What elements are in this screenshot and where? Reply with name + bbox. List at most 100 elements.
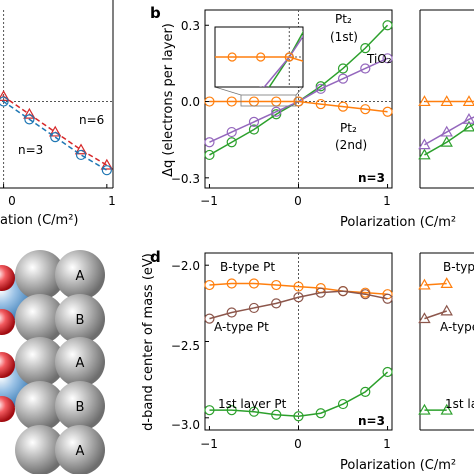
panel-b-right-series-2-point-0	[418, 95, 431, 107]
panel-b-zoom-connector-left	[214, 86, 242, 96]
panel-d-right-label-1st-layer: 1st la	[445, 397, 474, 411]
panel-d-ytick-0: −3.0	[171, 418, 200, 432]
panel-a-series-1-point-6	[50, 132, 61, 143]
panel-b-series-2-point-8	[382, 106, 393, 117]
panel-a-xtick-1: 1	[108, 194, 116, 208]
panel-b-zoom-region	[240, 94, 297, 107]
panel-d-series-2-point-0	[204, 405, 215, 416]
panel-d-xtick-1: 0	[294, 437, 302, 451]
panel-d-series-0-point-3	[271, 279, 282, 291]
panel-d-series-1-point-1	[226, 307, 237, 318]
panel-a: 0 1 ation (C/m²) n=6 n=3	[0, 0, 116, 228]
panel-b-right	[418, 9, 474, 189]
panel-b-inset-series-2-point-5	[314, 62, 322, 70]
pt-atom-inner-2	[15, 337, 65, 387]
pt-atom-inner-4	[15, 425, 65, 474]
panel-b-series-1-point-7	[360, 63, 371, 74]
o-atom-3	[0, 396, 15, 422]
panel-d-ylabel: d-band center of mass (eV)	[141, 253, 156, 431]
panel-a-series-0-point-7	[74, 143, 88, 155]
panel-d-right-series-1-point-1	[440, 304, 453, 316]
crystal-structure: A B A B A	[0, 250, 105, 474]
panel-b-ytick-1: 0.0	[181, 95, 200, 109]
panel-d-series-2-line	[209, 371, 389, 418]
panel-b-inset-series-1-point-5	[314, 10, 322, 18]
panel-b-inset-series-1-point-1	[200, 156, 208, 164]
panel-d-series-1-point-6	[337, 286, 349, 297]
panel-d-series-2-point-5	[315, 408, 326, 419]
panel-b-series-1-point-1	[226, 126, 237, 138]
panel-b-right-series-0-line	[424, 123, 474, 156]
o-atom-1	[0, 309, 15, 335]
pt-atom-label-4: A	[76, 444, 85, 459]
panel-a-series-0-point-4	[0, 90, 10, 101]
panel-b-inset-plot	[171, 10, 408, 241]
o-atom-2	[0, 352, 15, 378]
pt-atom-label-1: B	[76, 313, 85, 328]
panel-a-series-0-line	[0, 93, 108, 166]
panel-b-inset-series-2-point-2	[227, 52, 237, 62]
panel-b-zoom-connector-right	[295, 86, 304, 96]
panel-b-inset-series-2-point-3	[256, 52, 266, 62]
panel-d-series-1-point-8	[382, 293, 393, 304]
panel-a-series-1-point-5	[24, 114, 35, 125]
pt-atom-label-0: A	[76, 269, 85, 284]
panel-d-xtick-2: 1	[383, 437, 391, 451]
panel-b-series-1-point-2	[248, 116, 260, 127]
panel-d-series-2-point-6	[337, 398, 349, 410]
panel-b-series-0-point-6	[337, 63, 349, 74]
panel-b-ytick-0: −0.3	[171, 172, 200, 186]
panel-b-inset-series-2-point-8	[400, 87, 408, 95]
panel-b-series-1-point-5	[315, 83, 326, 94]
panel-b-right-series-0-point-0	[418, 148, 431, 160]
panel-b-series-0-point-7	[360, 43, 371, 54]
panel-b-series-2-point-4	[293, 96, 304, 107]
panel-b: b Δq (electrons per layer) −0.3 0.0 0.3 …	[150, 4, 456, 241]
panel-d-series-0-point-0	[204, 279, 215, 291]
panel-d-series-0-line	[209, 282, 388, 295]
pt-atom-1	[55, 294, 105, 344]
panel-b-xtick-2: 1	[383, 194, 391, 208]
panel-d-annotation: n=3	[358, 414, 385, 428]
panel-b-ylabel: Δq (electrons per layer)	[161, 23, 176, 177]
panel-b-right-series-1-point-2	[462, 112, 474, 124]
panel-d-series-2-point-7	[360, 386, 371, 397]
pt-atom-0	[55, 250, 105, 300]
panel-d-letter: d	[150, 248, 161, 266]
panel-b-right-series-1-point-1	[440, 125, 453, 137]
panel-d-series-1-point-5	[315, 287, 326, 298]
panel-b-label-pt2-1st-line2: (1st)	[330, 30, 358, 44]
panel-b-annotation: n=3	[358, 171, 385, 185]
panel-a-plot	[0, 10, 114, 188]
panel-d-xlabel: Polarization (C/m²	[340, 458, 456, 473]
panel-b-series-1-point-0	[204, 137, 215, 148]
panel-b-inset-series-2-point-7	[371, 79, 379, 87]
panel-d-series-2-point-8	[382, 366, 393, 378]
panel-d-right-series-2-point-0	[418, 403, 431, 415]
panel-b-series-0-point-0	[204, 149, 215, 161]
panel-b-right-series-1-point-0	[418, 138, 431, 150]
panel-d-right-series-2-point-1	[440, 403, 453, 415]
panel-d-series-1-point-7	[360, 289, 371, 300]
panel-b-series-2-point-7	[360, 104, 371, 115]
panel-d-right-series-0-point-0	[418, 278, 431, 290]
panel-b-series-2-point-5	[315, 98, 326, 110]
panel-b-right-series-0-point-2	[462, 120, 474, 132]
panel-b-label-pt2-2nd-line1: Pt₂	[340, 121, 357, 135]
pt-atom-2	[55, 337, 105, 387]
panel-b-series-1-point-8	[382, 53, 393, 64]
panel-b-inset-area	[171, 10, 408, 241]
panel-a-series-0-point-6	[49, 125, 62, 137]
panel-b-xtick-1: 0	[294, 194, 302, 208]
panel-b-series-1-point-3	[271, 106, 282, 117]
panel-d-series-0-point-2	[248, 278, 260, 289]
panel-b-series-2-point-0	[204, 96, 215, 107]
pt-atom-inner-3	[15, 381, 65, 431]
panel-b-right-series-1-line	[424, 116, 474, 146]
panel-d-series-0-point-1	[226, 278, 237, 289]
panel-d-right-plot	[418, 277, 453, 415]
panel-b-label-pt2-2nd: Pt₂ (2nd)	[335, 121, 367, 152]
pt-atom-inner-0	[15, 250, 65, 300]
panel-b-inset-series-0-point-0	[171, 233, 179, 241]
pt-atom-label-2: A	[76, 356, 85, 371]
